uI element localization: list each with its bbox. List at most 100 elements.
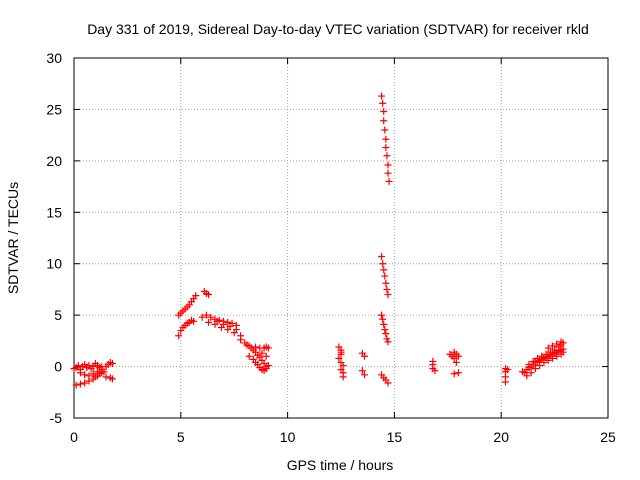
- data-point: [546, 348, 554, 356]
- data-point: [431, 367, 439, 375]
- data-point: [450, 370, 458, 378]
- data-point: [534, 354, 542, 362]
- data-point: [454, 352, 462, 360]
- data-point: [264, 362, 272, 370]
- data-point: [384, 291, 392, 299]
- x-tick-label: 15: [387, 429, 403, 445]
- data-point: [381, 126, 389, 134]
- data-point: [378, 253, 386, 261]
- y-tick-label: 10: [46, 256, 62, 272]
- data-point: [383, 152, 391, 160]
- data-point: [383, 335, 391, 343]
- data-point: [379, 99, 387, 107]
- data-point: [205, 291, 213, 299]
- data-point: [548, 354, 556, 362]
- x-tick-label: 5: [177, 429, 185, 445]
- data-point: [337, 348, 345, 356]
- data-point: [108, 359, 116, 367]
- data-point: [553, 340, 561, 348]
- data-point: [378, 311, 386, 319]
- data-point: [360, 371, 368, 379]
- data-point: [192, 292, 200, 300]
- data-point: [72, 381, 80, 389]
- data-point: [381, 326, 389, 334]
- x-tick-label: 10: [280, 429, 296, 445]
- data-point: [198, 313, 206, 321]
- y-tick-label: 15: [46, 204, 62, 220]
- y-tick-labels: -5 0 5 10 15 20 25 30: [46, 50, 62, 426]
- data-point: [525, 361, 533, 369]
- data-point: [207, 313, 215, 321]
- data-point: [553, 352, 561, 360]
- data-point: [205, 318, 213, 326]
- data-point: [264, 344, 272, 352]
- data-point: [89, 370, 97, 378]
- data-point: [224, 318, 232, 326]
- data-point: [382, 279, 390, 287]
- x-tick-label: 20: [493, 429, 509, 445]
- data-point: [382, 330, 390, 338]
- data-point: [538, 352, 546, 360]
- data-point: [384, 161, 392, 169]
- y-tick-label: 25: [46, 101, 62, 117]
- data-point: [523, 372, 531, 380]
- data-point: [262, 352, 270, 360]
- data-point: [557, 338, 565, 346]
- data-point: [548, 342, 556, 350]
- data-point: [81, 379, 89, 387]
- data-point: [540, 358, 548, 366]
- data-point: [93, 368, 101, 376]
- x-axis-label: GPS time / hours: [287, 457, 394, 473]
- data-point: [544, 344, 552, 352]
- data-point: [339, 362, 347, 370]
- y-tick-label: 5: [54, 307, 62, 323]
- data-point: [98, 366, 106, 374]
- data-point: [452, 358, 460, 366]
- data-point: [384, 379, 392, 387]
- data-point: [360, 352, 368, 360]
- data-point: [74, 362, 82, 370]
- data-point: [551, 346, 559, 354]
- data-point: [384, 338, 392, 346]
- data-point: [385, 177, 393, 185]
- data-point: [544, 356, 552, 364]
- ticks: [73, 57, 609, 419]
- plot-frame: [73, 57, 609, 419]
- data-point: [358, 367, 366, 375]
- data-point: [450, 354, 458, 362]
- y-tick-label: 30: [46, 50, 62, 66]
- data-point: [226, 322, 234, 330]
- y-axis-label: SDTVAR / TECUs: [5, 182, 21, 294]
- data-point: [531, 365, 539, 373]
- data-points: [70, 92, 567, 389]
- data-point: [559, 348, 567, 356]
- data-point: [202, 311, 210, 319]
- data-point: [382, 135, 390, 143]
- data-point: [380, 266, 388, 274]
- data-point: [501, 378, 509, 386]
- y-tick-label: 0: [54, 359, 62, 375]
- data-point: [76, 369, 84, 377]
- data-point: [527, 369, 535, 377]
- data-point: [252, 343, 260, 351]
- data-point: [380, 117, 388, 125]
- data-point: [339, 373, 347, 381]
- data-point: [383, 285, 391, 293]
- data-point: [85, 372, 93, 380]
- y-tick-label: -5: [50, 410, 63, 426]
- data-point: [190, 317, 198, 325]
- data-point: [102, 373, 110, 381]
- data-point: [335, 354, 343, 362]
- data-point: [232, 326, 240, 334]
- data-point: [384, 169, 392, 177]
- chart-title: Day 331 of 2019, Sidereal Day-to-day VTE…: [87, 21, 589, 37]
- y-tick-label: 20: [46, 153, 62, 169]
- data-point: [175, 332, 183, 340]
- data-point: [379, 315, 387, 323]
- data-point: [213, 317, 221, 325]
- data-point: [378, 92, 386, 100]
- data-point: [245, 352, 253, 360]
- data-point: [542, 350, 550, 358]
- data-point: [76, 380, 84, 388]
